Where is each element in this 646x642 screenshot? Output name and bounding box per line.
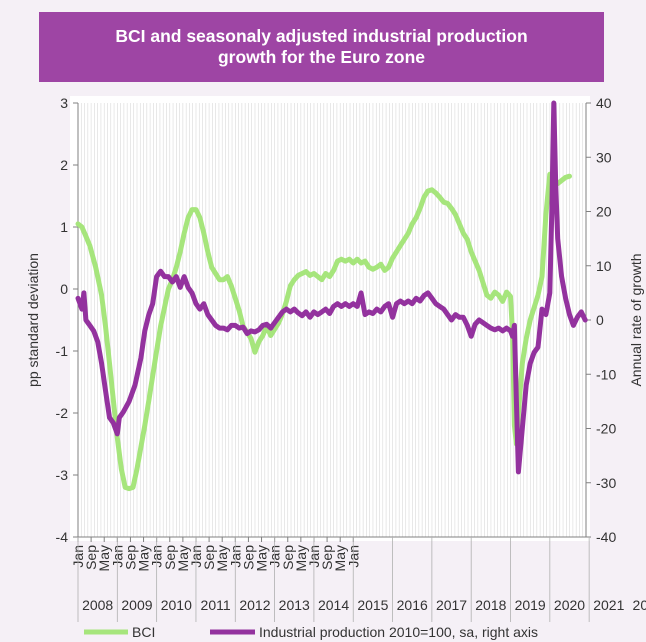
chart-title-banner: BCI and seasonaly adjusted industrial pr…	[39, 12, 604, 82]
y-left-tick-label: 1	[60, 219, 68, 235]
x-month-label: May	[214, 545, 230, 571]
y-right-tick-label: -40	[596, 529, 616, 545]
y-left-tick-label: 2	[60, 157, 68, 173]
y-right-tick-label: -30	[596, 475, 616, 491]
x-month-label: Sep	[122, 545, 138, 570]
x-year-label: 2010	[161, 597, 192, 613]
bci-series-line	[75, 171, 572, 492]
y-left-tick-label: 0	[60, 281, 68, 297]
x-month-label: May	[254, 545, 270, 571]
y-axis-right-title: Annual rate of growth	[628, 253, 644, 386]
x-year-label: 2008	[82, 597, 113, 613]
x-month-label: Sep	[240, 545, 256, 570]
x-month-label: Sep	[83, 545, 99, 570]
x-year-label: 2020	[554, 597, 585, 613]
y-right-tick-label: -20	[596, 421, 616, 437]
series-lines	[75, 100, 588, 492]
y-left-tick-label: -1	[56, 343, 69, 359]
y-right-tick-label: -10	[596, 366, 616, 382]
x-month-label: May	[293, 545, 309, 571]
x-year-label: 2018	[475, 597, 506, 613]
x-month-label: May	[136, 545, 152, 571]
y-left-tick-label: -2	[56, 405, 69, 421]
legend-label-industrial: Industrial production 2010=100, sa, righ…	[259, 624, 538, 640]
y-left-tick-label: -3	[56, 467, 69, 483]
legend: BCI Industrial production 2010=100, sa, r…	[84, 624, 538, 640]
x-year-label: 2019	[515, 597, 546, 613]
x-month-label: Sep	[280, 545, 296, 570]
x-year-label: 2009	[121, 597, 152, 613]
x-month-label: May	[96, 545, 112, 571]
legend-label-bci: BCI	[132, 624, 155, 640]
y-right-tick-label: 20	[596, 204, 612, 220]
x-year-label: 2016	[397, 597, 428, 613]
x-month-label: May	[175, 545, 191, 571]
x-year-label: 2022	[633, 597, 646, 613]
x-month-label: Sep	[162, 545, 178, 570]
y-right-tick-label: 30	[596, 149, 612, 165]
industrial-production-series-line	[75, 100, 588, 475]
y-axis-left-title: pp standard deviation	[25, 253, 41, 387]
x-year-label: 2015	[357, 597, 388, 613]
x-month-label: May	[332, 545, 348, 571]
y-left-tick-label: 3	[60, 95, 68, 111]
x-month-label: Sep	[201, 545, 217, 570]
x-year-label: 2014	[318, 597, 349, 613]
x-year-label: 2017	[436, 597, 467, 613]
chart-title-line2: growth for the Euro zone	[217, 47, 426, 67]
y-right-tick-label: 0	[596, 312, 604, 328]
gridlines	[77, 103, 587, 537]
y-right-tick-label: 10	[596, 258, 612, 274]
x-year-label: 2011	[201, 597, 231, 613]
x-year-label: 2012	[239, 597, 270, 613]
y-left-tick-label: -4	[56, 529, 69, 545]
y-right-tick-label: 40	[596, 95, 612, 111]
x-year-label: 2013	[279, 597, 310, 613]
chart-title-line1: BCI and seasonaly adjusted industrial pr…	[115, 26, 528, 46]
x-month-label: Sep	[319, 545, 335, 570]
x-year-label: 2021	[593, 597, 624, 613]
